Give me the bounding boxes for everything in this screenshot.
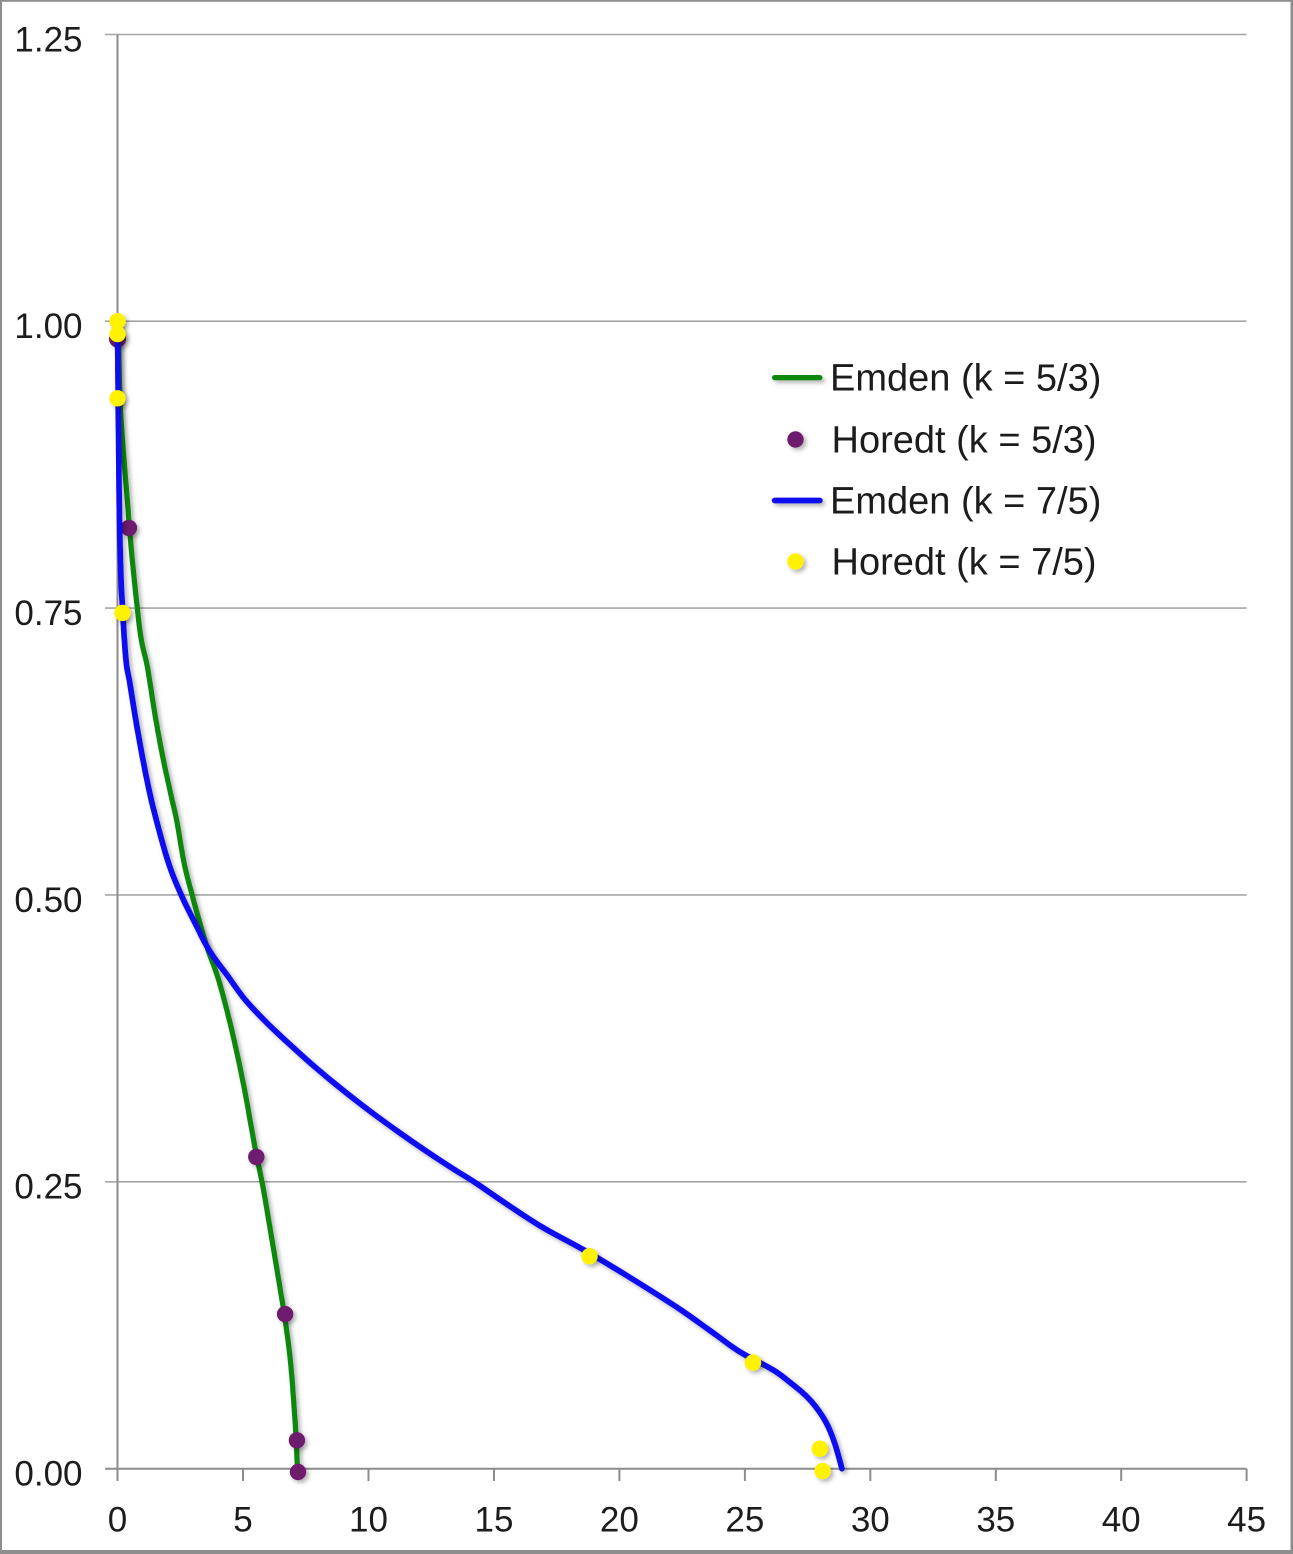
- svg-text:0: 0: [108, 1501, 127, 1540]
- svg-text:45: 45: [1227, 1501, 1266, 1540]
- svg-text:0.75: 0.75: [14, 594, 82, 633]
- svg-text:1.25: 1.25: [14, 20, 82, 59]
- svg-text:35: 35: [976, 1501, 1015, 1540]
- svg-text:0.00: 0.00: [14, 1455, 82, 1494]
- svg-text:Emden (k = 7/5): Emden (k = 7/5): [830, 481, 1101, 523]
- svg-text:10: 10: [349, 1501, 388, 1540]
- svg-text:1.00: 1.00: [14, 307, 82, 346]
- svg-text:0.50: 0.50: [14, 881, 82, 920]
- svg-text:25: 25: [725, 1501, 764, 1540]
- svg-text:Horedt (k = 5/3): Horedt (k = 5/3): [832, 420, 1097, 462]
- svg-text:30: 30: [851, 1501, 890, 1540]
- svg-text:40: 40: [1102, 1501, 1141, 1540]
- svg-text:5: 5: [233, 1501, 252, 1540]
- svg-text:0.25: 0.25: [14, 1168, 82, 1207]
- svg-text:15: 15: [475, 1501, 514, 1540]
- svg-text:Horedt (k = 7/5): Horedt (k = 7/5): [832, 542, 1097, 584]
- svg-text:20: 20: [600, 1501, 639, 1540]
- svg-text:Emden (k = 5/3): Emden (k = 5/3): [830, 358, 1101, 400]
